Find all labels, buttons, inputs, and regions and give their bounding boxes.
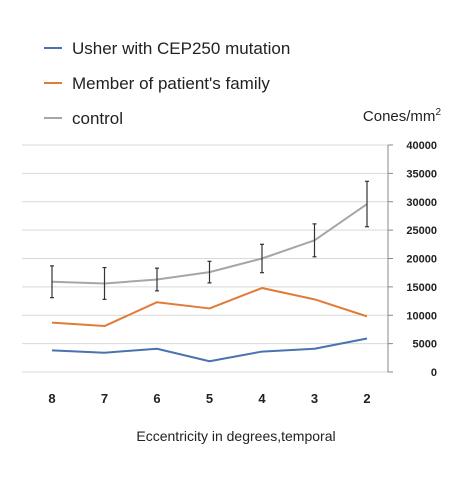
series-group: [50, 180, 369, 363]
y-axis-unit-sup: 2: [435, 107, 441, 118]
y-tick-label: 25000: [406, 225, 437, 237]
y-tick-label: 30000: [406, 197, 437, 209]
y-tick-label: 35000: [406, 168, 437, 180]
y-axis-unit: Cones/mm2: [363, 107, 442, 125]
legend-label: control: [72, 109, 123, 128]
y-tick-label: 20000: [406, 254, 437, 266]
x-tick-label: 8: [48, 391, 55, 406]
legend: Usher with CEP250 mutation Member of pati…: [44, 39, 290, 128]
x-tick-label: 3: [311, 391, 318, 406]
x-tick-label: 7: [101, 391, 108, 406]
series-line-2: [51, 287, 368, 328]
legend-label: Member of patient's family: [72, 74, 270, 93]
error-bar: [365, 180, 369, 228]
y-tick-label: 0: [431, 367, 437, 379]
error-bar: [50, 265, 54, 299]
grid: [22, 144, 388, 373]
y-tick-label: 40000: [406, 140, 437, 152]
y-axis: 0 5000 10000 15000 20000 25000 30000 35000 40000: [387, 140, 437, 379]
x-axis-label: Eccentricity in degrees,temporal: [136, 428, 335, 444]
error-bar: [102, 266, 107, 300]
x-tick-label: 6: [153, 391, 160, 406]
legend-label: Usher with CEP250 mutation: [72, 39, 290, 58]
y-axis-unit-text: Cones/mm: [363, 108, 436, 125]
y-tick-label: 15000: [406, 282, 437, 294]
x-tick-label: 5: [206, 391, 213, 406]
error-bar: [260, 243, 264, 274]
x-tick-label: 2: [363, 391, 370, 406]
error-bar: [155, 267, 159, 292]
y-tick-label: 5000: [413, 339, 437, 351]
x-tick-label: 4: [258, 391, 266, 406]
error-bar: [312, 223, 317, 258]
error-bar: [207, 260, 212, 284]
x-axis: 8 7 6 5 4 3 2: [48, 391, 370, 406]
series-line-1: [51, 337, 368, 363]
y-tick-label: 10000: [406, 310, 437, 322]
